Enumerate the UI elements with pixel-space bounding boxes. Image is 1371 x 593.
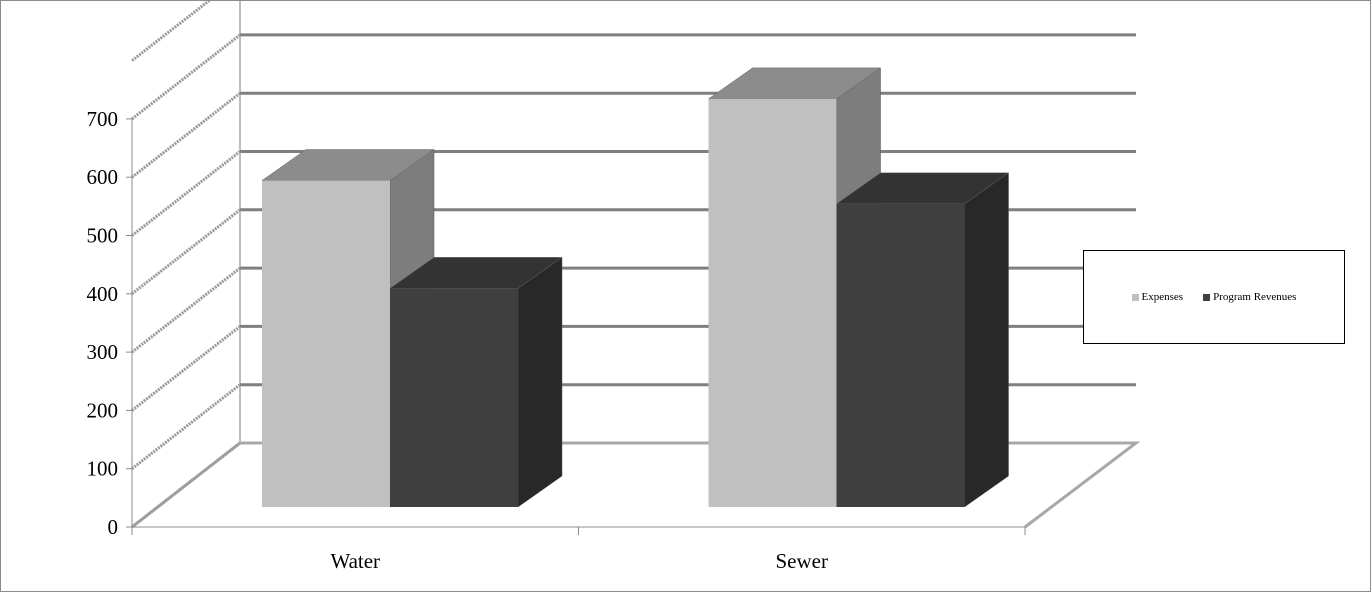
y-tick-label: 300: [87, 340, 119, 364]
wall-gridline-800: [131, 1, 212, 62]
bar-side-face: [964, 172, 1009, 508]
wall-gridline-100: [131, 383, 241, 470]
legend-entry-program-revenues: Program Revenues: [1203, 291, 1296, 303]
bar-sewer-program-revenues: [835, 172, 1010, 508]
wall-gridline-600: [131, 92, 241, 179]
y-tick-label: 400: [87, 282, 119, 306]
x-axis-category-labels: Water Sewer: [330, 549, 828, 573]
y-axis-tick-labels: 0 100 200 300 400 500 600 700: [87, 107, 119, 539]
y-tick-label: 100: [87, 457, 119, 481]
legend-swatch-expenses: [1131, 293, 1139, 301]
wall-gridline-700: [131, 33, 241, 121]
wall-gridline-400: [131, 208, 241, 295]
legend: Expenses Program Revenues: [1083, 250, 1345, 344]
legend-swatch-program-revenues: [1203, 293, 1211, 301]
y-tick-label: 600: [87, 165, 119, 189]
y-tick-label: 500: [87, 224, 119, 248]
y-tick-label: 200: [87, 398, 119, 422]
legend-label-program-revenues: Program Revenues: [1213, 291, 1297, 303]
wall-gridline-200: [131, 325, 241, 412]
bars: [261, 67, 1010, 508]
wall-gridline-300: [131, 266, 241, 354]
y-tick-label: 700: [87, 107, 119, 131]
wall-gridline-0: [131, 441, 241, 529]
bar-front-face: [708, 98, 837, 508]
bar-front-face: [390, 288, 518, 507]
axes: [126, 118, 1026, 535]
x-category-label: Water: [330, 549, 380, 573]
bar-water-program-revenues: [389, 256, 563, 508]
bar-side-face: [517, 256, 563, 508]
bar-front-face: [262, 180, 390, 507]
wall-gridline-500: [131, 150, 241, 237]
legend-label-expenses: Expenses: [1141, 291, 1184, 303]
legend-entry-expenses: Expenses: [1131, 291, 1184, 303]
bar-front-face: [836, 203, 965, 507]
floor-outline: [131, 441, 1141, 529]
x-category-label: Sewer: [776, 549, 828, 573]
y-tick-label: 0: [108, 515, 119, 539]
